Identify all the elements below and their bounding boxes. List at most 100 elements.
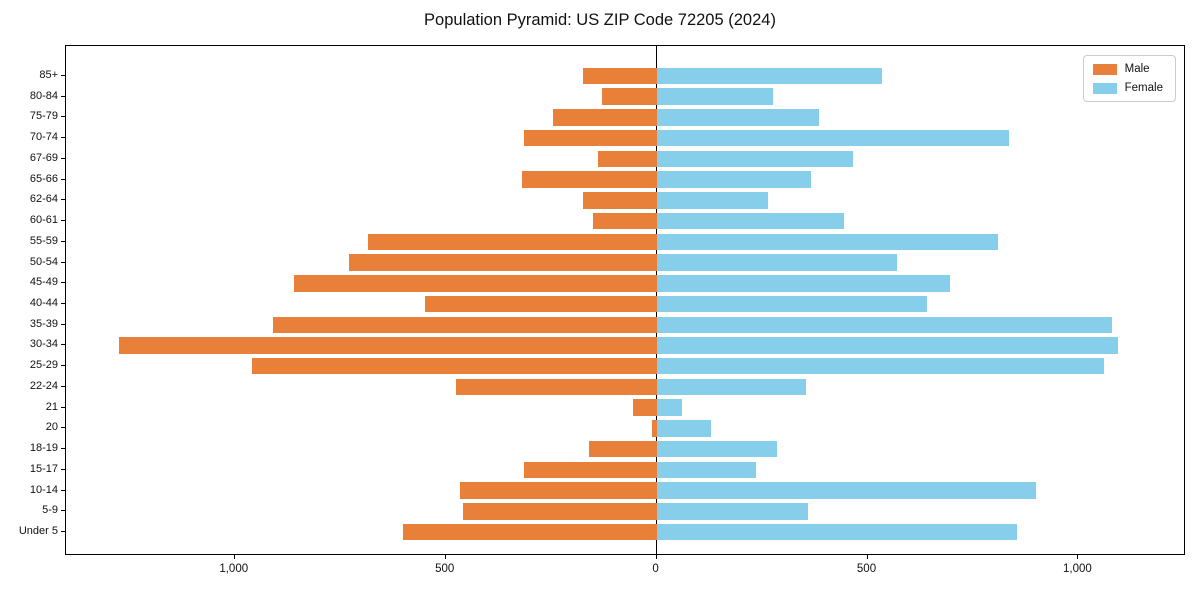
y-tick-label: 30-34 [29, 338, 58, 351]
male-swatch-icon [1092, 63, 1117, 75]
y-axis-tick [61, 448, 65, 450]
y-tick-label: 70-74 [29, 131, 58, 144]
female-bar [656, 212, 845, 230]
y-axis-tick [61, 385, 65, 387]
x-axis-tick [866, 555, 868, 559]
y-tick-label: 80-84 [29, 89, 58, 102]
male-bar [118, 337, 657, 354]
male-bar [582, 192, 657, 209]
female-bar [656, 523, 1018, 541]
legend: Male Female [1082, 55, 1176, 102]
x-axis-tick [233, 555, 235, 559]
male-bar [523, 461, 657, 479]
y-axis-tick [61, 157, 65, 159]
female-bar [656, 275, 950, 292]
legend-label-male: Male [1124, 63, 1150, 75]
female-bar [656, 109, 819, 126]
female-swatch-icon [1092, 82, 1117, 94]
y-axis-tick [61, 406, 65, 408]
male-bar [593, 212, 657, 230]
female-bar [656, 233, 999, 251]
male-bar [456, 378, 657, 396]
legend-label-female: Female [1124, 82, 1163, 94]
y-axis-tick [61, 95, 65, 97]
y-axis-tick [61, 199, 65, 201]
y-tick-label: 45-49 [29, 276, 58, 289]
x-tick-label: 1,000 [219, 563, 249, 575]
legend-item-female: Female [1092, 82, 1163, 94]
y-axis-tick [61, 116, 65, 118]
male-bar [597, 150, 657, 168]
y-tick-label: 85+ [39, 69, 58, 81]
female-bar [656, 503, 809, 520]
female-bar [656, 482, 1037, 499]
female-bar [656, 171, 811, 188]
male-bar [582, 67, 657, 85]
male-bar [553, 109, 657, 126]
female-bar [656, 129, 1009, 147]
female-bar [656, 150, 853, 168]
y-axis-tick [61, 365, 65, 367]
female-bar [656, 316, 1113, 333]
y-axis-tick [61, 220, 65, 222]
male-bar [462, 503, 657, 520]
female-bar [656, 461, 756, 479]
x-tick-label: 1,000 [1063, 563, 1092, 575]
male-bar [523, 129, 657, 147]
y-axis-tick [61, 489, 65, 491]
y-tick-label: 50-54 [29, 255, 58, 268]
y-tick-label: 35-39 [29, 317, 58, 330]
female-bar [656, 357, 1104, 375]
female-bar [656, 88, 773, 105]
y-tick-label: 5-9 [42, 504, 58, 517]
y-tick-label: 25-29 [29, 359, 58, 372]
y-tick-label: 65-66 [29, 172, 58, 185]
male-bar [251, 357, 657, 375]
y-tick-label: 21 [45, 400, 58, 413]
y-axis-tick [61, 531, 65, 533]
plot-area: Male Female [65, 45, 1185, 555]
zero-axis-line [655, 46, 658, 554]
y-tick-label: 18-19 [29, 442, 58, 455]
y-tick-label: 15-17 [29, 462, 58, 475]
chart-title: Population Pyramid: US ZIP Code 72205 (2… [424, 11, 776, 29]
y-tick-label: Under 5 [18, 525, 58, 538]
x-axis-tick [444, 555, 446, 559]
y-axis-tick [61, 468, 65, 470]
female-bar [656, 440, 777, 458]
male-bar [403, 523, 657, 541]
female-bar [656, 399, 682, 416]
male-bar [367, 233, 657, 251]
y-axis-tick [61, 344, 65, 346]
male-bar [293, 275, 657, 292]
female-bar [656, 295, 927, 313]
female-bar [656, 67, 883, 85]
y-axis-tick [61, 323, 65, 325]
y-tick-label: 20 [45, 421, 58, 434]
y-axis-tick [61, 510, 65, 512]
y-tick-label: 10-14 [29, 483, 58, 496]
y-tick-label: 75-79 [29, 110, 58, 123]
female-bar [656, 420, 712, 437]
x-tick-label: 500 [435, 563, 455, 575]
female-bar [656, 378, 807, 396]
x-tick-label: 0 [652, 563, 659, 575]
male-bar [272, 316, 657, 333]
y-tick-label: 62-64 [29, 193, 58, 206]
female-bar [656, 337, 1119, 354]
male-bar [601, 88, 657, 105]
male-bar [521, 171, 657, 188]
y-tick-label: 67-69 [29, 151, 58, 164]
y-tick-label: 60-61 [29, 214, 58, 227]
female-bar [656, 192, 769, 209]
y-axis-tick [61, 427, 65, 429]
x-axis-tick [1077, 555, 1079, 559]
male-bar [460, 482, 657, 499]
male-bar [589, 440, 657, 458]
y-axis-tick [61, 137, 65, 139]
y-axis-tick [61, 261, 65, 263]
y-tick-label: 40-44 [29, 297, 58, 310]
y-axis-tick [61, 282, 65, 284]
y-tick-label: 22-24 [29, 379, 58, 392]
